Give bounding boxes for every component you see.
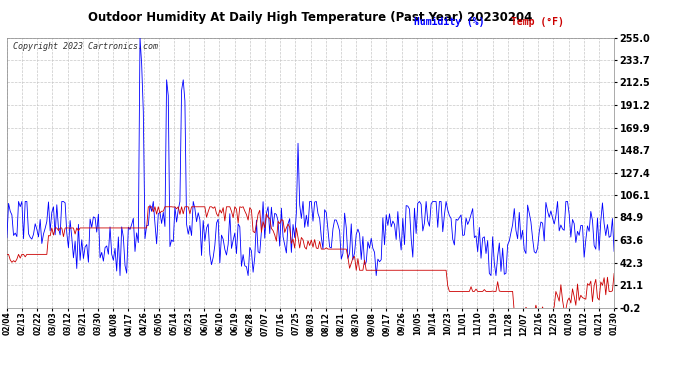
Text: Humidity (%): Humidity (%) xyxy=(414,17,484,27)
Text: Outdoor Humidity At Daily High Temperature (Past Year) 20230204: Outdoor Humidity At Daily High Temperatu… xyxy=(88,11,533,24)
Text: Copyright 2023 Cartronics.com: Copyright 2023 Cartronics.com xyxy=(13,42,158,51)
Text: Temp (°F): Temp (°F) xyxy=(511,17,564,27)
